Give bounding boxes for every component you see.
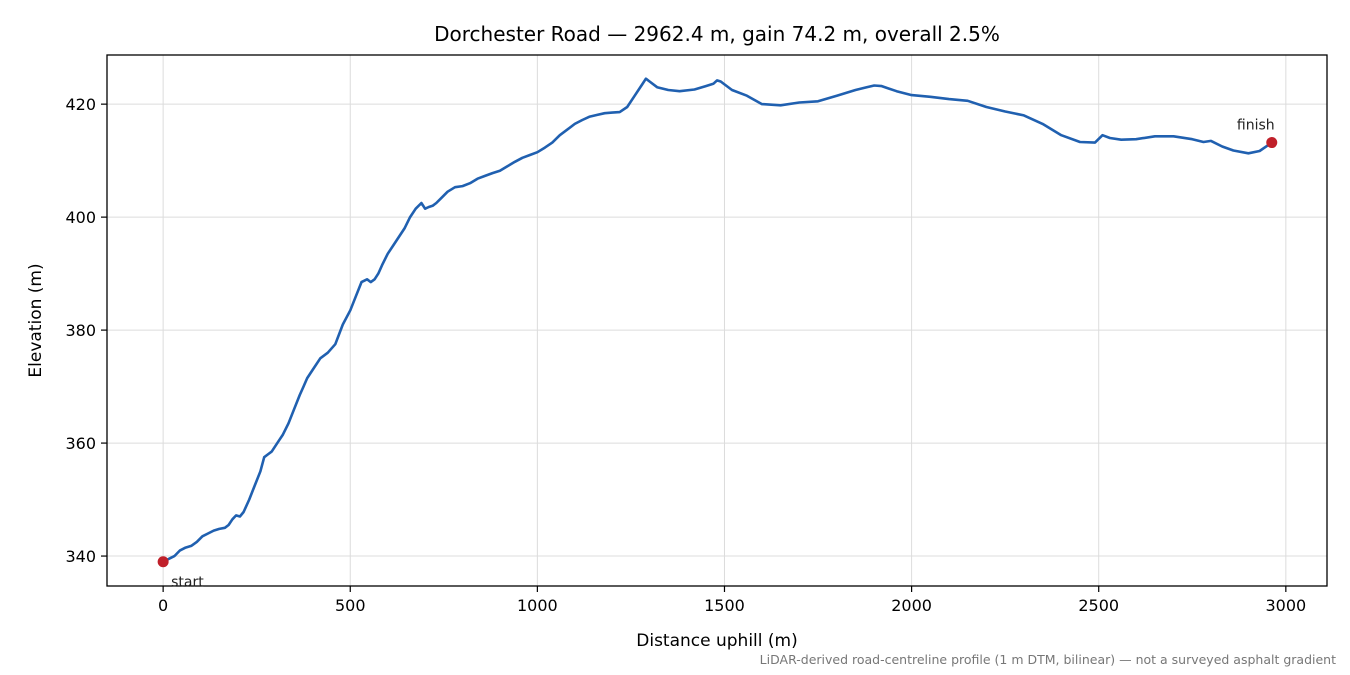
x-tick-label: 1000 (517, 596, 558, 615)
axis-ticks: 0 500 1000 1500 2000 2500 3000 340 360 380 400 420 (65, 95, 1306, 615)
start-label: start (171, 575, 204, 591)
chart-title: Dorchester Road — 2962.4 m, gain 74.2 m,… (434, 22, 1000, 46)
x-tick-label: 2000 (891, 596, 932, 615)
y-tick-label: 420 (65, 95, 96, 114)
start-marker (157, 556, 169, 568)
grid (107, 55, 1327, 586)
x-tick-label: 0 (158, 596, 168, 615)
y-tick-label: 360 (65, 434, 96, 453)
x-tick-label: 1500 (704, 596, 745, 615)
x-tick-label: 2500 (1078, 596, 1119, 615)
finish-label: finish (1237, 118, 1275, 134)
elevation-line (161, 77, 1274, 564)
y-tick-label: 340 (65, 547, 96, 566)
finish-marker (1266, 137, 1278, 149)
plot-frame (106, 54, 1328, 587)
series-layer (161, 77, 1274, 564)
x-tick-label: 3000 (1265, 596, 1306, 615)
markers: start finish (157, 118, 1278, 591)
footnote: LiDAR-derived road-centreline profile (1… (760, 652, 1336, 667)
x-tick-label: 500 (335, 596, 366, 615)
y-tick-label: 400 (65, 208, 96, 227)
y-tick-label: 380 (65, 321, 96, 340)
y-axis-label: Elevation (m) (26, 263, 46, 377)
x-axis-label: Distance uphill (m) (636, 631, 797, 651)
